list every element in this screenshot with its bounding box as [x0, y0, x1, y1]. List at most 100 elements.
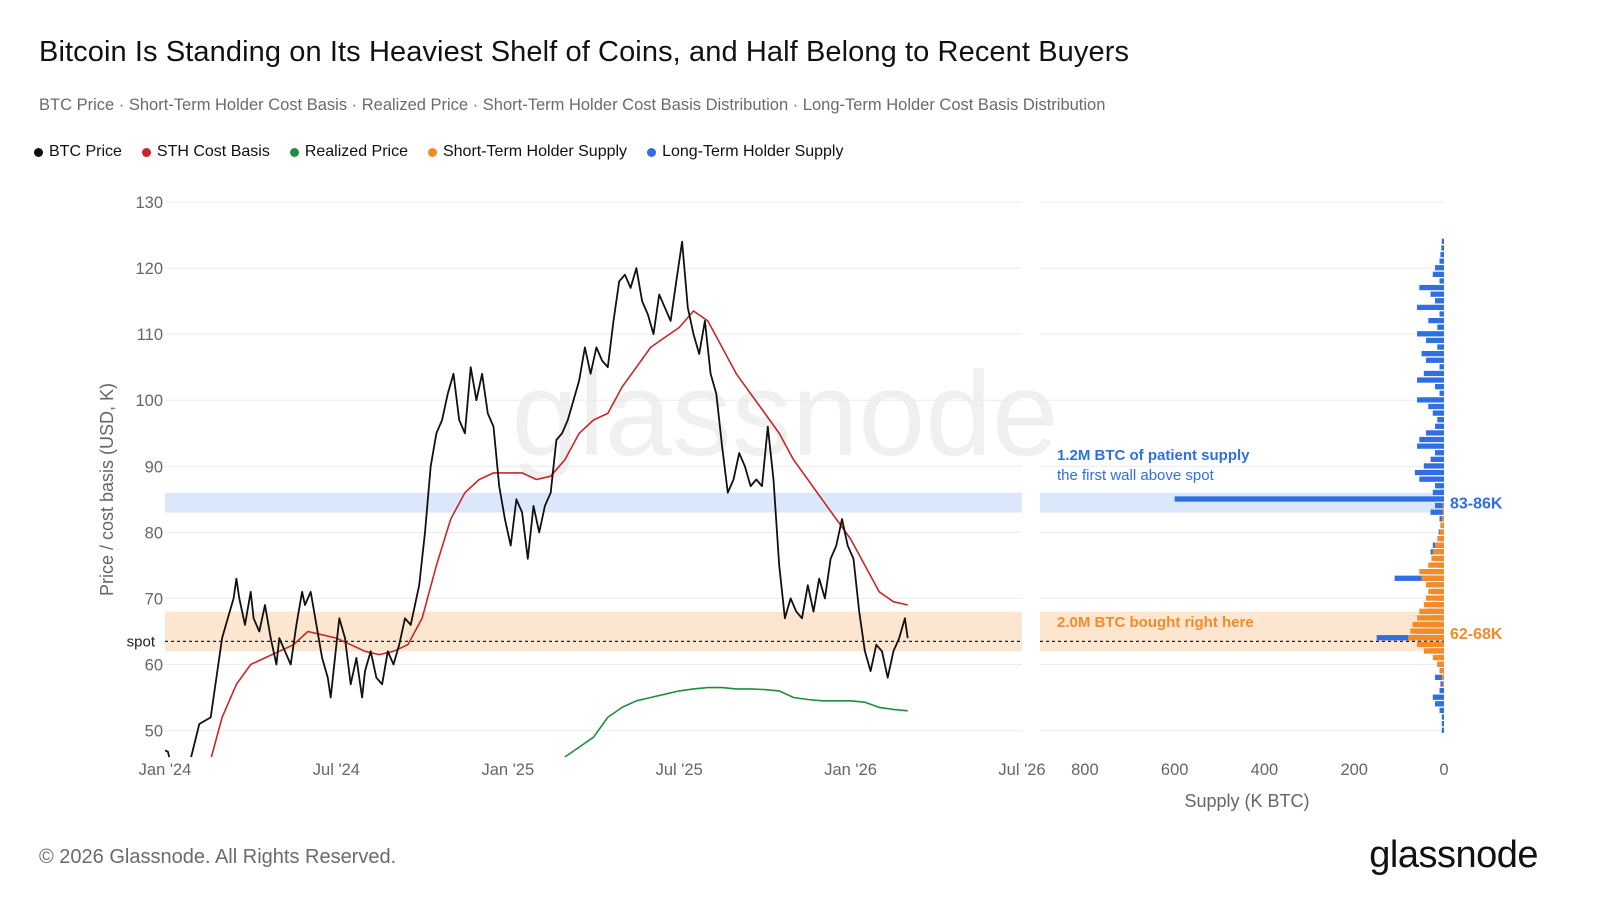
lth-supply-bar [1435, 423, 1444, 429]
lth-supply-bar [1426, 357, 1444, 363]
annotation-lth-title: 1.2M BTC of patient supply [1057, 447, 1250, 464]
lth-supply-bar [1432, 694, 1444, 700]
sth-supply-bar [1419, 569, 1444, 575]
series-btc-price-line [165, 240, 909, 757]
lth-supply-bar [1419, 284, 1444, 291]
lth-supply-bar [1441, 238, 1444, 244]
legend: BTC Price STH Cost Basis Realized Price … [34, 143, 843, 161]
lth-supply-bar [1437, 324, 1444, 330]
lth-supply-bar [1417, 443, 1444, 449]
legend-item-realized-price[interactable]: Realized Price [289, 143, 408, 161]
sth-supply-bar [1423, 602, 1444, 608]
sth-supply-bar [1412, 621, 1444, 628]
dist-x-tick-label: 200 [1340, 761, 1368, 779]
lth-supply-bar [1428, 403, 1444, 410]
lth-supply-bar [1430, 456, 1444, 462]
sth-supply-bar [1440, 522, 1444, 529]
y-tick-label: 120 [135, 260, 163, 278]
sth-supply-bar [1432, 549, 1444, 555]
legend-item-sth-cost-basis[interactable]: STH Cost Basis [141, 143, 270, 161]
lth-supply-bar [1428, 317, 1444, 324]
lth-supply-bar [1437, 344, 1444, 350]
sth-supply-bar [1439, 529, 1444, 535]
lth-supply-bar [1419, 476, 1444, 482]
lth-supply-bar [1435, 674, 1444, 681]
lth-supply-bar [1439, 311, 1444, 317]
sth-supply-bar [1437, 535, 1444, 542]
legend-dot-btc-price [34, 147, 43, 157]
sth-supply-bar [1423, 648, 1444, 654]
glassnode-logo: glassnode [1369, 834, 1538, 876]
series-sth-cost-basis-line [210, 310, 908, 757]
lth-supply-bar [1423, 370, 1444, 377]
lth-supply-bar [1435, 701, 1444, 707]
y-tick-label: 50 [145, 723, 163, 741]
legend-label-btc-price: BTC Price [49, 143, 122, 160]
lth-supply-bar [1435, 265, 1444, 271]
lth-supply-bar [1414, 469, 1444, 476]
legend-dot-sth-cost-basis [141, 147, 151, 157]
lth-supply-bar [1419, 436, 1444, 443]
legend-item-sth-supply[interactable]: Short-Term Holder Supply [427, 143, 628, 161]
lth-supply-bar [1432, 271, 1444, 277]
lth-supply-bar [1439, 278, 1444, 284]
sth-supply-bar [1408, 635, 1444, 641]
y-tick-label: 80 [145, 524, 163, 542]
band-lth-wall [165, 492, 1022, 513]
band-label-sth: 62-68K [1450, 626, 1503, 643]
lth-supply-bar [1432, 410, 1444, 416]
lth-supply-bar [1441, 720, 1444, 727]
chart-subtitle: BTC Price · Short-Term Holder Cost Basis… [39, 96, 1106, 114]
lth-supply-bar [1439, 390, 1444, 396]
sth-supply-bar [1421, 575, 1444, 581]
annotation-lth-subtitle: the first wall above spot [1057, 467, 1215, 484]
sth-supply-bar [1428, 588, 1444, 595]
y-tick-label: 90 [145, 458, 163, 476]
lth-supply-bar [1439, 687, 1444, 694]
dist-band-lth-wall [1040, 492, 1444, 513]
sth-supply-bar [1441, 516, 1444, 522]
x-tick-label: Jan '26 [824, 761, 877, 779]
sth-supply-bar [1410, 628, 1444, 634]
y-tick-label: 130 [135, 194, 163, 212]
sth-supply-bar [1431, 555, 1444, 562]
lth-supply-bar [1430, 509, 1444, 515]
lth-supply-bar [1440, 681, 1444, 687]
lth-supply-bar [1394, 575, 1444, 581]
legend-label-realized-price: Realized Price [304, 143, 408, 160]
lth-supply-bar [1417, 397, 1444, 403]
x-tick-label: Jul '25 [656, 761, 703, 779]
sth-supply-bar [1428, 562, 1444, 568]
sth-supply-bar [1442, 681, 1444, 687]
legend-dot-lth-supply [647, 147, 657, 157]
lth-supply-bar [1174, 496, 1444, 502]
lth-supply-bar [1435, 502, 1444, 509]
sth-supply-bar [1426, 582, 1444, 588]
lth-supply-bar [1435, 384, 1444, 390]
legend-dot-realized-price [289, 147, 299, 157]
y-axis-label: Price / cost basis (USD, K) [97, 383, 117, 596]
legend-dot-sth-supply [427, 147, 437, 157]
lth-supply-bar [1440, 251, 1444, 258]
sth-supply-bar [1441, 674, 1444, 681]
lth-supply-bar [1435, 450, 1444, 456]
lth-supply-bar [1441, 714, 1444, 720]
lth-supply-bar [1417, 331, 1444, 337]
lth-supply-bar [1426, 337, 1444, 344]
legend-item-btc-price[interactable]: BTC Price [34, 143, 122, 161]
lth-supply-bar [1430, 291, 1444, 297]
lth-supply-bar [1423, 463, 1444, 469]
x-tick-label: Jul '26 [998, 761, 1045, 779]
lth-supply-bar [1441, 245, 1444, 251]
sth-supply-bar [1435, 542, 1444, 548]
dist-x-axis-label: Supply (K BTC) [1184, 791, 1309, 811]
legend-label-sth-supply: Short-Term Holder Supply [442, 143, 628, 160]
lth-supply-bar [1426, 430, 1444, 436]
dist-x-tick-label: 400 [1251, 761, 1279, 779]
sth-supply-bar [1432, 654, 1444, 661]
lth-supply-bar [1439, 258, 1444, 264]
legend-label-sth-cost-basis: STH Cost Basis [156, 143, 270, 160]
spot-label: spot [127, 633, 156, 650]
lth-supply-bar [1437, 417, 1444, 423]
legend-item-lth-supply[interactable]: Long-Term Holder Supply [647, 143, 843, 161]
